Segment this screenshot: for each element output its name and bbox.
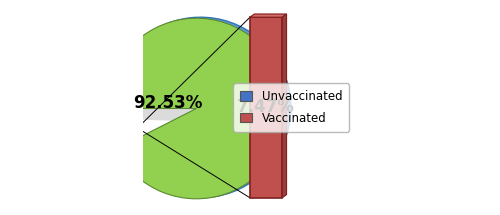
- Ellipse shape: [110, 107, 294, 121]
- Polygon shape: [282, 14, 286, 198]
- Text: 7.47%: 7.47%: [237, 98, 295, 117]
- Bar: [250, 17, 282, 198]
- Wedge shape: [106, 18, 286, 199]
- Polygon shape: [250, 14, 286, 17]
- Wedge shape: [110, 17, 291, 198]
- Legend: Unvaccinated, Vaccinated: Unvaccinated, Vaccinated: [234, 83, 349, 132]
- Text: 92.53%: 92.53%: [134, 94, 203, 112]
